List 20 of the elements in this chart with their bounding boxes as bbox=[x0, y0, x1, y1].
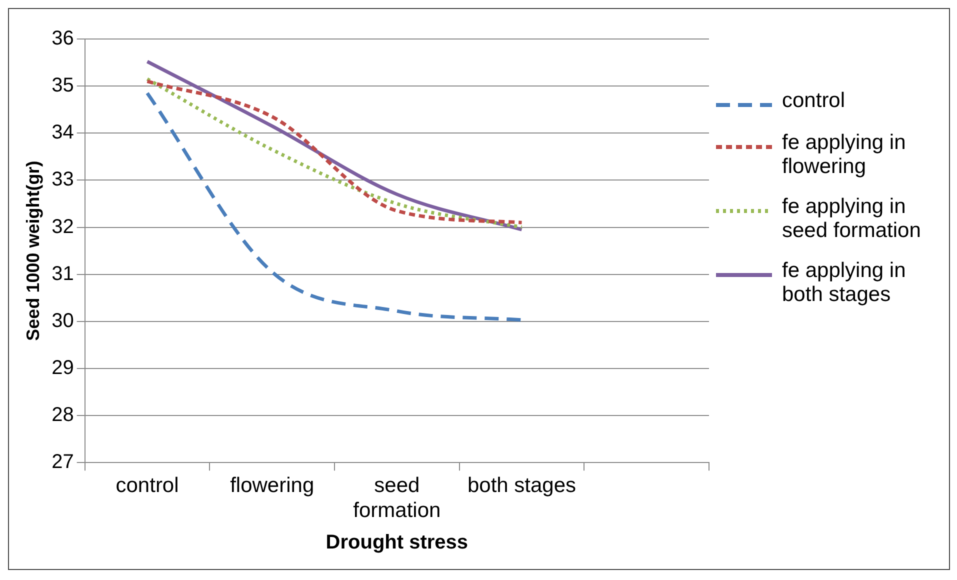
y-tick-label: 36 bbox=[52, 28, 74, 50]
y-tick-label: 31 bbox=[52, 262, 74, 285]
x-tick-label: flowering bbox=[230, 474, 314, 497]
legend-label: fe applying in seed formation bbox=[782, 195, 922, 243]
y-tick-label: 30 bbox=[52, 310, 74, 332]
x-axis-title: Drought stress bbox=[326, 532, 468, 554]
y-axis-title: Seed 1000 weight(gr) bbox=[22, 160, 43, 341]
y-tick-label: 35 bbox=[52, 74, 74, 97]
y-tick-label: 27 bbox=[52, 451, 74, 474]
y-tick-label: 28 bbox=[52, 404, 74, 426]
y-tick-label: 32 bbox=[52, 216, 74, 238]
legend-label: control bbox=[782, 89, 846, 113]
y-tick-label: 29 bbox=[52, 356, 74, 379]
x-tick-label: control bbox=[116, 474, 179, 497]
y-tick-label: 34 bbox=[52, 122, 74, 144]
legend-label: fe applying in flowering bbox=[782, 131, 907, 179]
x-tick-label: both stages bbox=[467, 474, 576, 497]
legend-label: fe applying in both stages bbox=[782, 259, 907, 307]
x-tick-label: seed formation bbox=[353, 474, 441, 522]
y-tick-label: 33 bbox=[52, 168, 74, 191]
